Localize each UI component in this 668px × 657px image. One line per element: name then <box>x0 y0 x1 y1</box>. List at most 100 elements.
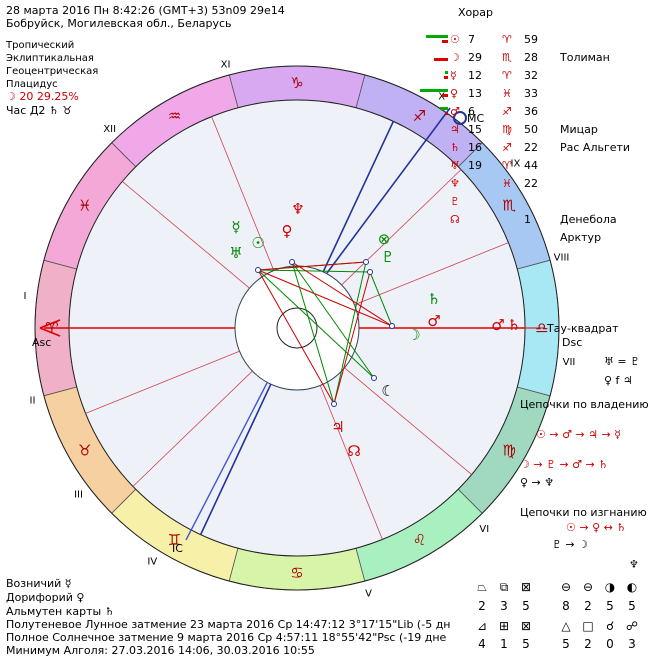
solar-eclipse-note: Полное Солнечное затмение 9 марта 2016 С… <box>6 631 447 644</box>
zodiac-type: Тропический <box>6 40 75 51</box>
sign-glyph: ♑ <box>290 74 303 92</box>
planet-minutes: 50 <box>524 123 538 136</box>
planet-glyph-icon[interactable]: ♄ <box>507 316 520 334</box>
house-cusp-line <box>322 121 395 273</box>
house-number: I <box>23 291 26 302</box>
dignity-bar <box>420 125 448 135</box>
house-cusp-line <box>199 383 272 535</box>
asc-arrow-icon <box>39 319 61 337</box>
date-time-location: 28 марта 2016 Пн 8:42:26 (GMT+3) 53n09 2… <box>6 4 285 17</box>
aspect-point <box>389 323 395 329</box>
planet-glyph: ☽ <box>450 51 460 64</box>
stat-symbol: ⊠ <box>520 580 532 594</box>
house-cusps: IIIIIIIVVVIVIIVIIIIXXXIXII <box>23 59 575 599</box>
planet-glyph: ♅ <box>450 159 460 172</box>
stat-symbol: ⊿ <box>476 619 488 633</box>
planet-minutes: 33 <box>524 87 538 100</box>
dignity-bar <box>420 197 448 207</box>
stat-symbol: ⊖ <box>560 580 572 594</box>
house-cusp-line <box>341 169 462 286</box>
planet-sign: ♐ <box>502 141 512 154</box>
center-circle <box>276 307 318 349</box>
house-cusp-line <box>132 370 253 487</box>
aspect-line <box>257 269 335 405</box>
planet-glyph: ♄ <box>450 141 460 154</box>
planet-glyph-icon[interactable]: ♇ <box>381 248 394 266</box>
planet-glyph-icon[interactable]: ♀ <box>282 222 293 240</box>
planet-glyph-icon[interactable]: ♂ <box>491 316 504 334</box>
planet-glyph-icon[interactable]: ☿ <box>231 218 240 236</box>
aspect-line <box>257 261 367 271</box>
dsc-label: Dsc <box>562 336 583 349</box>
planet-glyph-icon[interactable]: ♂ <box>427 312 440 330</box>
planet-glyphs: ☿♅☉♆♀ ⊗♇♄♂☽☾♃☊♂ ♄ <box>229 200 520 460</box>
dignity-bar <box>420 143 448 153</box>
aspect-point <box>255 267 261 273</box>
planet-minutes: 22 <box>524 177 538 190</box>
aspect-line <box>333 261 367 405</box>
fixed-star: Арктур <box>560 231 602 244</box>
house-cusp-line <box>211 116 275 271</box>
planet-glyph-icon[interactable]: ♅ <box>229 244 242 262</box>
planet-glyph: ♆ <box>450 177 460 190</box>
dignity-bar <box>420 53 448 63</box>
stat-count: 5 <box>606 599 614 613</box>
chains-rulership-row3: ♀ → ♆ <box>520 476 555 489</box>
planetary-hour: Час Д2 ♄ ♉ <box>6 104 73 117</box>
planet-glyph-icon[interactable]: ☊ <box>347 442 360 460</box>
planet-minutes: 32 <box>524 69 538 82</box>
planet-glyph: ♇ <box>450 195 460 208</box>
house-number: IX <box>511 159 521 170</box>
fixed-star: Рас Альгети <box>560 141 631 154</box>
planet-glyph-icon[interactable]: ☾ <box>381 382 394 400</box>
stat-symbol: ☍ <box>625 619 639 633</box>
planet-glyph-icon[interactable]: ♆ <box>291 200 304 218</box>
sign-glyph: ♋ <box>290 564 303 582</box>
aspect-line <box>291 261 393 327</box>
aspect-line <box>257 269 393 327</box>
planet-glyph-icon[interactable]: ☽ <box>407 326 420 344</box>
planet-sign: ♈ <box>502 159 512 172</box>
chains-exile-row2: ♇ → ☽ <box>552 538 588 551</box>
dignity-bar <box>420 107 448 117</box>
asc-label: Asc <box>32 336 52 349</box>
house-number: II <box>30 395 36 406</box>
house-number: X <box>438 91 445 102</box>
dignity-bar <box>420 35 448 45</box>
aspect-point <box>367 269 373 275</box>
planet-glyph: ♂ <box>450 105 460 118</box>
stat-count: 2 <box>584 637 592 651</box>
sign-glyph: ♍ <box>502 442 515 460</box>
stat-symbol: ⧉ <box>499 580 509 594</box>
stat-count: 5 <box>522 637 530 651</box>
aspect-line <box>257 269 375 379</box>
planet-glyph-icon[interactable]: ⊗ <box>378 230 391 248</box>
planet-sign: ♈ <box>502 69 512 82</box>
planet-sign: ♏ <box>502 51 512 64</box>
doryphory: Дорифорий ♀ <box>6 591 85 604</box>
mc-label: MC <box>467 112 485 125</box>
planet-glyph-icon[interactable]: ☉ <box>251 234 264 252</box>
aspect-point <box>289 259 295 265</box>
stat-symbol: △ <box>561 619 571 633</box>
planet-glyph: ♃ <box>450 123 460 136</box>
planet-glyph-icon[interactable]: ♄ <box>427 290 440 308</box>
planet-degree: 12 <box>468 69 482 82</box>
planet-sign: ♐ <box>502 105 512 118</box>
planet-glyph-icon[interactable]: ♃ <box>331 418 344 436</box>
dignity-bar <box>420 71 448 81</box>
zodiac-ring: ♈♉♊♋♌♍♎♏♐♑♒♓ <box>34 65 560 591</box>
stat-symbol: ⊠ <box>520 619 532 633</box>
sign-glyph: ♐ <box>413 107 426 125</box>
stat-count: 8 <box>562 599 570 613</box>
planet-degree: 13 <box>468 87 482 100</box>
algol-minimum: Минимум Алголя: 27.03.2016 14:06, 30.03.… <box>6 644 315 657</box>
house-number: VII <box>563 357 576 368</box>
center-type: Геоцентрическая <box>6 66 99 77</box>
planet-minutes: 22 <box>524 141 538 154</box>
planet-sign: ♓ <box>502 87 512 100</box>
stat-count: 3 <box>628 637 636 651</box>
sign-glyph: ♏ <box>502 197 516 215</box>
house-number: VI <box>479 524 489 535</box>
